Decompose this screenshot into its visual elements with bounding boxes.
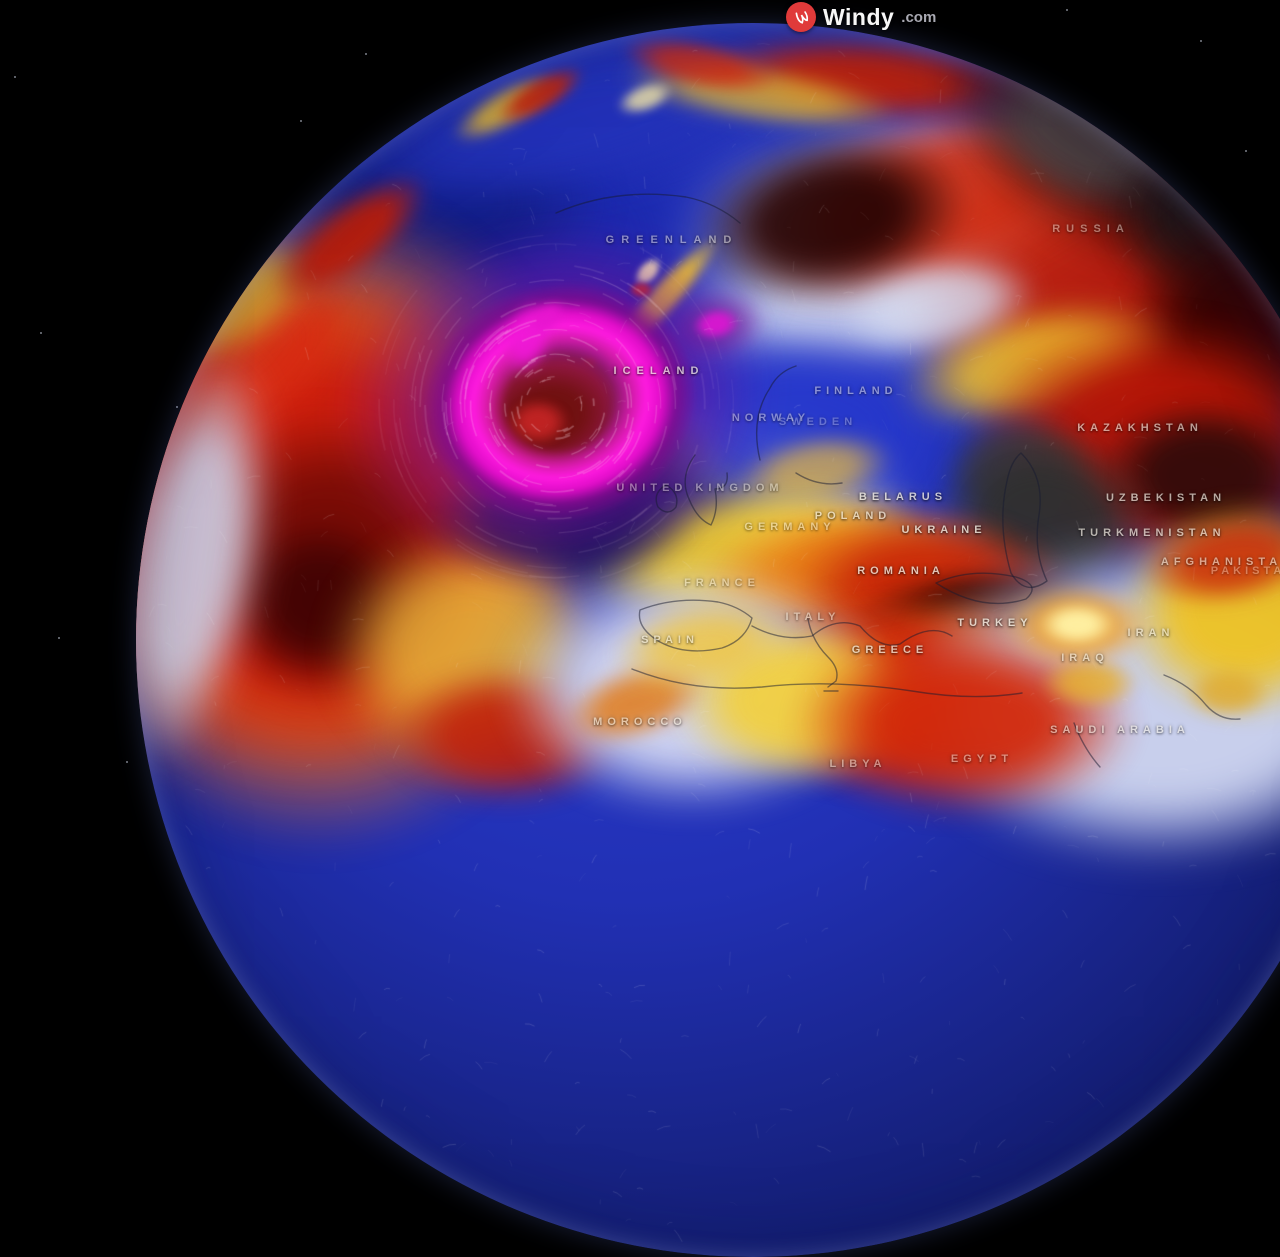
star	[14, 76, 16, 78]
windy-weather-screen: { "brand": { "logo_text": "Windy", "logo…	[14, 2, 1280, 1257]
star	[40, 332, 42, 334]
coastlines-layer	[555, 193, 1241, 768]
coastline	[655, 484, 678, 513]
coastline	[1073, 722, 1101, 768]
coastline	[631, 668, 1023, 698]
star	[1066, 9, 1068, 11]
coastline	[638, 599, 753, 652]
coastline	[807, 618, 839, 692]
coastline	[935, 572, 1033, 605]
coastline	[755, 365, 843, 485]
windy-logo[interactable]: Windy .com	[786, 2, 936, 32]
coastline	[555, 193, 741, 224]
coastline	[684, 454, 728, 526]
globe-map[interactable]	[136, 23, 1280, 1257]
star	[126, 761, 128, 763]
coastline	[1163, 674, 1241, 720]
logo-suffix: .com	[901, 8, 937, 26]
star	[58, 637, 60, 639]
logo-text: Windy	[823, 3, 895, 30]
coastline	[1002, 452, 1048, 589]
windy-swirl-icon	[786, 2, 816, 32]
coastline	[751, 622, 953, 646]
